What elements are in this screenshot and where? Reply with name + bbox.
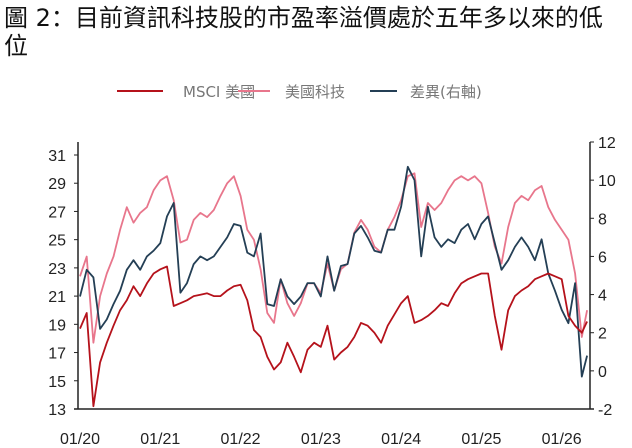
- left-axis-tick-label: 27: [48, 204, 66, 221]
- legend-label: 差異(右軸): [410, 83, 482, 101]
- right-axis-tick-label: 4: [598, 288, 607, 305]
- left-axis-tick-label: 21: [48, 289, 66, 306]
- left-axis-tick-label: 23: [48, 261, 66, 278]
- left-axis-tick-label: 17: [48, 346, 66, 363]
- series-line-2: [79, 165, 588, 378]
- left-axis-tick-label: 31: [48, 148, 66, 165]
- x-axis-tick-label: 01/22: [221, 431, 261, 448]
- left-axis-tick-label: 13: [48, 402, 66, 419]
- chart-title: 圖 2：目前資訊科技股的市盈率溢價處於五年多以來的低位: [4, 4, 603, 60]
- left-axis-tick-label: 15: [48, 374, 66, 391]
- left-axis-tick-label: 25: [48, 233, 66, 250]
- legend-label: 美國科技: [285, 83, 345, 101]
- right-axis-tick-label: 12: [598, 135, 616, 152]
- right-axis-tick-label: 2: [598, 326, 607, 343]
- x-axis-tick-label: 01/20: [60, 431, 100, 448]
- x-axis-tick-label: 01/23: [301, 431, 341, 448]
- left-axis-tick-label: 29: [48, 176, 66, 193]
- right-axis-tick-label: 6: [598, 249, 607, 266]
- right-axis-tick-label: 10: [598, 173, 616, 190]
- x-axis-tick-label: 01/25: [461, 431, 501, 448]
- series-line-1: [79, 172, 588, 344]
- right-axis-tick-label: 8: [598, 211, 607, 228]
- legend-label: MSCI 美國: [183, 83, 255, 101]
- left-axis-tick-label: 19: [48, 317, 66, 334]
- series-line-0: [79, 265, 588, 408]
- x-axis-tick-label: 01/21: [140, 431, 180, 448]
- x-axis-tick-label: 01/26: [542, 431, 582, 448]
- right-axis-tick-label: 0: [598, 364, 607, 381]
- x-axis-tick-label: 01/24: [381, 431, 421, 448]
- right-axis-tick-label: -2: [598, 402, 612, 419]
